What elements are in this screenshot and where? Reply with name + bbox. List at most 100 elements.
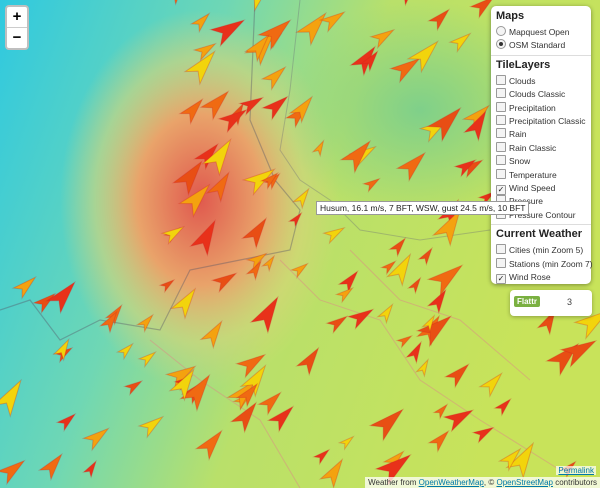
wind-arrow[interactable]	[238, 96, 265, 116]
wind-arrow[interactable]	[291, 187, 310, 210]
wind-arrow[interactable]	[334, 286, 355, 304]
wind-arrow[interactable]	[322, 226, 346, 245]
wind-arrow[interactable]	[398, 0, 414, 7]
wind-arrow[interactable]	[395, 151, 427, 183]
wind-arrow[interactable]	[189, 219, 216, 257]
wind-arrow[interactable]	[32, 292, 57, 315]
wind-arrow[interactable]	[505, 441, 535, 480]
wind-arrow[interactable]	[478, 372, 503, 398]
wind-arrow[interactable]	[421, 314, 436, 333]
wind-arrow[interactable]	[359, 50, 379, 73]
wind-arrow[interactable]	[234, 353, 267, 379]
wind-arrow[interactable]	[462, 109, 487, 142]
wind-arrow[interactable]	[337, 270, 359, 294]
wind-arrow[interactable]	[477, 190, 496, 207]
wind-arrow[interactable]	[471, 426, 495, 444]
checkbox[interactable]	[496, 244, 506, 255]
wind-arrow[interactable]	[287, 211, 303, 229]
permalink[interactable]: Permalink	[556, 466, 596, 475]
wind-arrow[interactable]	[243, 0, 271, 13]
checkbox[interactable]	[496, 257, 506, 268]
wind-arrow[interactable]	[160, 225, 186, 246]
wind-arrow[interactable]	[497, 447, 522, 472]
wind-arrow[interactable]	[318, 11, 346, 33]
checkbox[interactable]: ✓	[496, 274, 506, 284]
layer-option[interactable]: Rain	[496, 128, 526, 140]
wind-arrow[interactable]	[82, 459, 98, 479]
layer-option[interactable]: Clouds	[496, 74, 535, 87]
wind-arrow[interactable]	[388, 237, 407, 258]
wind-arrow[interactable]	[295, 346, 320, 377]
osm-link[interactable]: OpenStreetMap	[496, 478, 553, 487]
wind-arrow[interactable]	[201, 138, 232, 177]
layer-option[interactable]: OSM Standard	[496, 39, 565, 51]
wind-arrow[interactable]	[346, 308, 375, 331]
wind-arrow[interactable]	[123, 380, 144, 396]
layer-option[interactable]: ✓ Wind Rose	[496, 271, 551, 284]
layer-option[interactable]: Snow	[496, 155, 530, 167]
wind-arrow[interactable]	[178, 373, 211, 412]
wind-arrow[interactable]	[177, 183, 211, 219]
checkbox[interactable]	[496, 115, 506, 125]
wind-arrow[interactable]	[0, 459, 26, 486]
layer-option[interactable]: Precipitation	[496, 101, 556, 114]
wind-arrow[interactable]	[266, 405, 295, 433]
wind-arrow[interactable]	[37, 452, 63, 482]
checkbox[interactable]	[496, 74, 506, 85]
wind-arrow[interactable]	[311, 139, 325, 158]
wind-arrow[interactable]	[55, 412, 77, 433]
wind-arrow[interactable]	[239, 364, 267, 398]
wind-arrow[interactable]	[443, 363, 470, 389]
wind-arrow[interactable]	[183, 50, 216, 86]
wind-arrow[interactable]	[493, 397, 512, 417]
radio-button[interactable]	[496, 26, 506, 36]
wind-arrow[interactable]	[376, 302, 394, 325]
wind-arrow[interactable]	[229, 401, 258, 434]
wind-arrow[interactable]	[442, 409, 475, 433]
wind-arrow[interactable]	[199, 90, 230, 121]
wind-arrow[interactable]	[260, 95, 289, 121]
flattr-button[interactable]: Flattr	[514, 296, 540, 307]
wind-arrow[interactable]	[295, 11, 327, 47]
wind-arrow[interactable]	[137, 351, 157, 369]
wind-arrow[interactable]	[369, 28, 396, 50]
checkbox[interactable]	[496, 101, 506, 112]
wind-arrow[interactable]	[249, 295, 279, 335]
wind-arrow[interactable]	[189, 12, 211, 34]
checkbox[interactable]	[496, 128, 506, 139]
wind-arrow[interactable]	[405, 340, 422, 365]
wind-arrow[interactable]	[325, 315, 349, 335]
layer-option[interactable]: ✓ Wind Speed	[496, 182, 555, 195]
wind-arrow[interactable]	[361, 177, 381, 193]
zoom-out[interactable]: −	[7, 27, 27, 48]
wind-arrow[interactable]	[256, 19, 292, 51]
layer-option[interactable]: Temperature	[496, 168, 557, 181]
layer-option[interactable]: Mapquest Open	[496, 26, 569, 38]
layer-option[interactable]: Clouds Classic	[496, 88, 565, 100]
wind-arrow[interactable]	[217, 108, 248, 134]
wind-arrow[interactable]	[426, 106, 462, 143]
wind-arrow[interactable]	[241, 168, 276, 197]
wind-arrow[interactable]	[171, 160, 203, 197]
wind-arrow[interactable]	[192, 42, 217, 62]
wind-arrow[interactable]	[115, 342, 134, 361]
wind-arrow[interactable]	[312, 448, 331, 466]
wind-arrow[interactable]	[165, 0, 185, 6]
wind-arrow[interactable]	[208, 19, 246, 48]
wind-arrow[interactable]	[453, 159, 477, 178]
wind-arrow[interactable]	[137, 415, 165, 439]
wind-arrow[interactable]	[426, 264, 464, 297]
wind-arrow[interactable]	[0, 378, 22, 418]
layer-option[interactable]: Precipitation Classic	[496, 115, 586, 127]
checkbox[interactable]	[496, 155, 506, 166]
wind-arrow[interactable]	[260, 66, 287, 91]
wind-arrow[interactable]	[406, 40, 439, 74]
checkbox[interactable]: ✓	[496, 185, 506, 195]
wind-arrow[interactable]	[395, 334, 414, 349]
wind-arrow[interactable]	[426, 288, 447, 315]
wind-arrow[interactable]	[388, 57, 421, 84]
wind-arrow[interactable]	[349, 45, 376, 77]
checkbox[interactable]	[496, 141, 506, 152]
wind-arrow[interactable]	[259, 172, 279, 190]
wind-arrow[interactable]	[432, 403, 449, 420]
